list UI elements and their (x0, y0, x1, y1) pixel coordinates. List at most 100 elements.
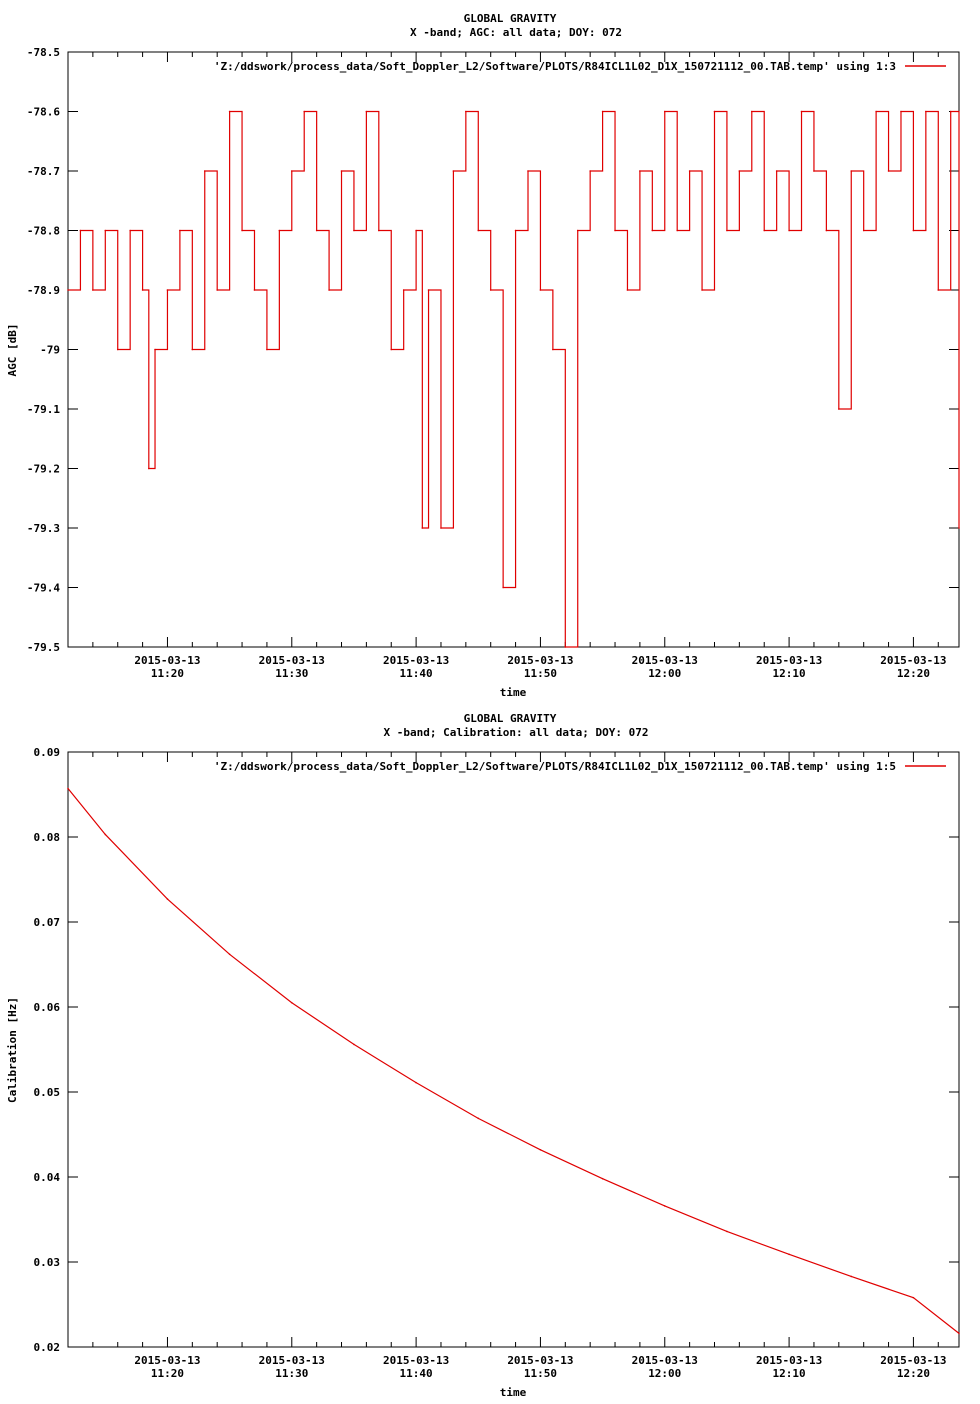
data-point (421, 527, 424, 529)
agc-series (67, 110, 960, 648)
x-tick-date-label: 2015-03-13 (383, 1354, 449, 1367)
data-point (788, 1253, 790, 1256)
data-point (900, 110, 902, 113)
y-tick-label: -79 (40, 344, 60, 357)
x-tick-time-label: 12:00 (648, 667, 681, 680)
calibration-chart-title: GLOBAL GRAVITY (464, 712, 557, 725)
x-tick-time-label: 11:40 (400, 1367, 433, 1380)
data-point (738, 170, 741, 172)
data-point (614, 229, 616, 232)
x-tick-date-label: 2015-03-13 (756, 654, 822, 667)
x-tick-date-label: 2015-03-13 (383, 654, 449, 667)
data-point (813, 170, 815, 172)
agc-chart: GLOBAL GRAVITY X -band; AGC: all data; D… (6, 12, 960, 699)
data-point (701, 289, 703, 291)
x-tick-date-label: 2015-03-13 (632, 654, 698, 667)
data-point (116, 348, 119, 351)
data-point (850, 170, 853, 172)
data-point (688, 170, 691, 172)
x-tick-date-label: 2015-03-13 (507, 1354, 573, 1367)
series-line (67, 788, 960, 1334)
data-point (179, 229, 181, 232)
data-point (290, 170, 293, 172)
y-tick-label: -79.5 (27, 641, 60, 654)
data-point (328, 289, 330, 291)
calibration-plot-frame (67, 751, 960, 1348)
data-point (850, 1275, 853, 1278)
calibration-y-ticks: 0.09 0.08 0.07 0.06 0.05 0.04 0.03 0.02 (34, 746, 959, 1354)
y-tick-label: 0.07 (34, 916, 61, 929)
x-tick-date-label: 2015-03-13 (632, 1354, 698, 1367)
y-tick-label: 0.03 (34, 1256, 61, 1269)
data-point (79, 229, 82, 232)
x-tick-date-label: 2015-03-13 (134, 654, 200, 667)
x-tick-time-label: 11:50 (524, 667, 557, 680)
x-tick-time-label: 11:30 (275, 667, 308, 680)
data-point (477, 1117, 480, 1120)
x-tick-time-label: 12:20 (897, 667, 930, 680)
y-tick-label: -78.9 (27, 284, 60, 297)
data-point (601, 110, 604, 113)
data-point (775, 170, 778, 172)
data-point (527, 170, 529, 172)
y-tick-label: -78.6 (27, 106, 60, 119)
data-point (191, 348, 194, 351)
x-tick-date-label: 2015-03-13 (880, 654, 946, 667)
data-point (639, 170, 641, 172)
x-tick-time-label: 11:20 (151, 1367, 184, 1380)
data-point (315, 229, 318, 232)
data-point (514, 229, 517, 232)
data-point (601, 1177, 604, 1180)
data-point (365, 110, 368, 113)
y-tick-label: 0.06 (34, 1001, 61, 1014)
agc-y-axis-label: AGC [dB] (6, 324, 19, 377)
calibration-x-ticks: 2015-03-1311:202015-03-1311:302015-03-13… (67, 752, 947, 1380)
data-point (203, 170, 206, 172)
y-tick-label: -78.5 (27, 46, 60, 59)
data-point (626, 289, 629, 291)
data-point (552, 348, 554, 351)
y-tick-label: -78.8 (27, 225, 60, 238)
x-tick-date-label: 2015-03-13 (134, 1354, 200, 1367)
data-point (949, 110, 952, 113)
agc-x-ticks: 2015-03-1311:202015-03-1311:302015-03-13… (67, 52, 947, 680)
data-point (148, 467, 150, 470)
y-tick-label: -79.1 (27, 403, 60, 416)
data-point (925, 110, 927, 113)
calibration-legend-label: 'Z:/ddswork/process_data/Soft_Doppler_L2… (214, 760, 896, 773)
data-point (564, 646, 567, 648)
data-point (353, 1043, 355, 1046)
calibration-chart-subtitle: X -band; Calibration: all data; DOY: 072 (384, 726, 649, 739)
data-point (266, 348, 268, 351)
data-point (427, 289, 430, 291)
data-point (340, 170, 343, 172)
x-tick-time-label: 12:00 (648, 1367, 681, 1380)
data-point (154, 348, 156, 351)
series-line (68, 110, 960, 648)
x-tick-time-label: 11:30 (275, 1367, 308, 1380)
data-point (228, 110, 231, 113)
data-point (415, 1081, 417, 1084)
y-tick-label: 0.04 (34, 1171, 61, 1184)
agc-chart-subtitle: X -band; AGC: all data; DOY: 072 (410, 26, 622, 39)
x-tick-time-label: 12:10 (773, 1367, 806, 1380)
y-tick-label: 0.09 (34, 746, 61, 759)
data-point (92, 289, 94, 291)
data-point (676, 229, 678, 232)
data-point (958, 1332, 960, 1335)
data-point (378, 229, 380, 232)
y-tick-label: -79.2 (27, 463, 60, 476)
data-point (104, 833, 107, 836)
data-point (278, 229, 281, 232)
data-point (440, 527, 442, 529)
y-tick-label: 0.05 (34, 1086, 61, 1099)
data-point (576, 229, 579, 232)
data-point (887, 170, 890, 172)
data-point (402, 289, 405, 291)
calibration-y-axis-label: Calibration [Hz] (6, 997, 19, 1103)
y-tick-label: 0.08 (34, 831, 61, 844)
data-point (912, 229, 915, 232)
data-point (651, 229, 654, 232)
data-point (539, 289, 542, 291)
